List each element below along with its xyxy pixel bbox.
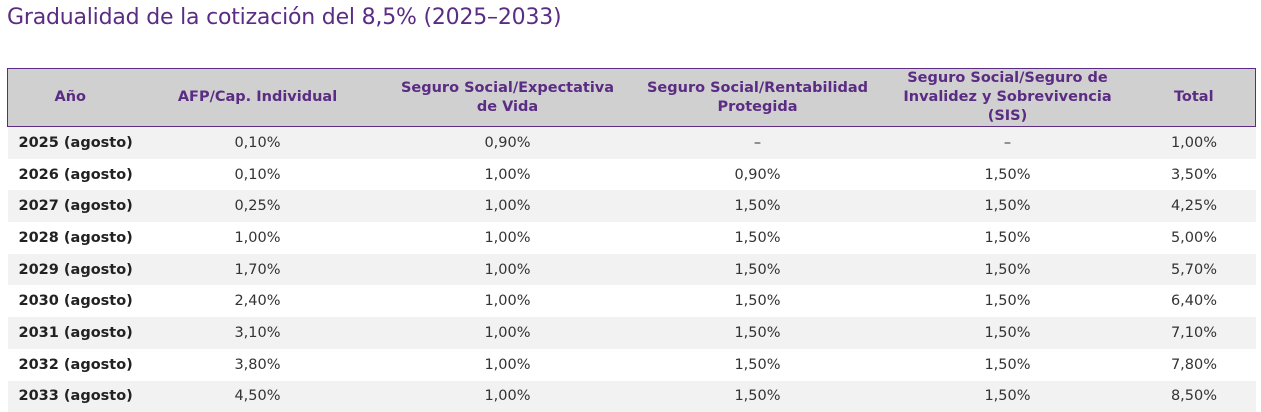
cell-year: 2029 (agosto) <box>18 261 133 278</box>
cell-protected-return: – <box>753 134 762 151</box>
cell-year: 2028 (agosto) <box>18 229 133 246</box>
header-year: Año <box>7 68 133 127</box>
cell-total: 5,70% <box>1170 261 1218 278</box>
cell-sis: 1,50% <box>984 388 1031 405</box>
cell-total: 6,40% <box>1170 293 1218 310</box>
header-afp: AFP/Cap. Individual <box>132 68 383 127</box>
cell-total: 4,25% <box>1170 198 1218 215</box>
cell-protected-return: 1,50% <box>734 293 781 310</box>
cell-protected-return: 0,90% <box>734 166 781 183</box>
cell-total: 5,00% <box>1170 229 1218 246</box>
table-body: 2025 (agosto) 0,10% 0,90% – – 1,00% 2026… <box>7 126 1256 412</box>
cell-protected-return: 1,50% <box>734 198 781 215</box>
cell-year: 2030 (agosto) <box>18 293 133 310</box>
table-row: 2028 (agosto) 1,00% 1,00% 1,50% 1,50% 5,… <box>7 222 1256 254</box>
cell-life-expectancy: 1,00% <box>484 261 531 278</box>
cell-sis: 1,50% <box>984 229 1031 246</box>
cell-afp: 1,70% <box>234 261 281 278</box>
cell-total: 7,10% <box>1170 324 1218 341</box>
cell-afp: 0,10% <box>234 166 281 183</box>
cell-protected-return: 1,50% <box>734 229 781 246</box>
cell-life-expectancy: 1,00% <box>484 324 531 341</box>
cell-sis: 1,50% <box>984 166 1031 183</box>
cell-life-expectancy: 1,00% <box>484 198 531 215</box>
cell-sis: – <box>1003 134 1012 151</box>
cell-sis: 1,50% <box>984 293 1031 310</box>
table-row: 2031 (agosto) 3,10% 1,00% 1,50% 1,50% 7,… <box>7 317 1256 349</box>
cell-life-expectancy: 1,00% <box>484 388 531 405</box>
cell-life-expectancy: 1,00% <box>484 229 531 246</box>
header-total: Total <box>1132 68 1256 127</box>
table-row: 2030 (agosto) 2,40% 1,00% 1,50% 1,50% 6,… <box>7 285 1256 318</box>
cell-life-expectancy: 1,00% <box>484 356 531 373</box>
cell-afp: 4,50% <box>234 388 281 405</box>
contribution-table: Año AFP/Cap. Individual Seguro Social/Ex… <box>7 68 1256 412</box>
table-row: 2025 (agosto) 0,10% 0,90% – – 1,00% <box>7 126 1256 159</box>
cell-year: 2032 (agosto) <box>18 356 133 373</box>
header-sis: Seguro Social/Seguro de Invalidez y Sobr… <box>882 68 1133 127</box>
cell-total: 1,00% <box>1170 134 1218 151</box>
cell-sis: 1,50% <box>984 356 1031 373</box>
cell-total: 7,80% <box>1170 356 1218 373</box>
cell-protected-return: 1,50% <box>734 356 781 373</box>
cell-life-expectancy: 1,00% <box>484 293 531 310</box>
header-life-expectancy: Seguro Social/Expectativa de Vida <box>382 68 633 127</box>
table-header: Año AFP/Cap. Individual Seguro Social/Ex… <box>7 68 1256 127</box>
cell-afp: 2,40% <box>234 293 281 310</box>
cell-sis: 1,50% <box>984 198 1031 215</box>
contribution-table-container: Año AFP/Cap. Individual Seguro Social/Ex… <box>7 68 1256 412</box>
cell-year: 2025 (agosto) <box>18 134 133 151</box>
cell-protected-return: 1,50% <box>734 324 781 341</box>
table-header-row: Año AFP/Cap. Individual Seguro Social/Ex… <box>7 68 1256 127</box>
cell-sis: 1,50% <box>984 261 1031 278</box>
cell-afp: 1,00% <box>234 229 281 246</box>
table-row: 2027 (agosto) 0,25% 1,00% 1,50% 1,50% 4,… <box>7 190 1256 223</box>
page-title: Gradualidad de la cotización del 8,5% (2… <box>7 5 562 30</box>
cell-protected-return: 1,50% <box>734 388 781 405</box>
cell-year: 2031 (agosto) <box>18 324 133 341</box>
cell-protected-return: 1,50% <box>734 261 781 278</box>
cell-total: 8,50% <box>1170 388 1218 405</box>
table-row: 2033 (agosto) 4,50% 1,00% 1,50% 1,50% 8,… <box>7 380 1256 412</box>
table-row: 2032 (agosto) 3,80% 1,00% 1,50% 1,50% 7,… <box>7 348 1256 381</box>
header-protected-return: Seguro Social/Rentabilidad Protegida <box>632 68 883 127</box>
cell-afp: 0,10% <box>234 134 281 151</box>
cell-year: 2027 (agosto) <box>18 198 133 215</box>
cell-total: 3,50% <box>1170 166 1218 183</box>
table-row: 2026 (agosto) 0,10% 1,00% 0,90% 1,50% 3,… <box>7 158 1256 191</box>
cell-life-expectancy: 0,90% <box>484 134 531 151</box>
cell-year: 2033 (agosto) <box>18 388 133 405</box>
cell-afp: 0,25% <box>234 198 281 215</box>
cell-afp: 3,10% <box>234 324 281 341</box>
table-row: 2029 (agosto) 1,70% 1,00% 1,50% 1,50% 5,… <box>7 253 1256 286</box>
cell-afp: 3,80% <box>234 356 281 373</box>
cell-year: 2026 (agosto) <box>18 166 133 183</box>
cell-sis: 1,50% <box>984 324 1031 341</box>
cell-life-expectancy: 1,00% <box>484 166 531 183</box>
